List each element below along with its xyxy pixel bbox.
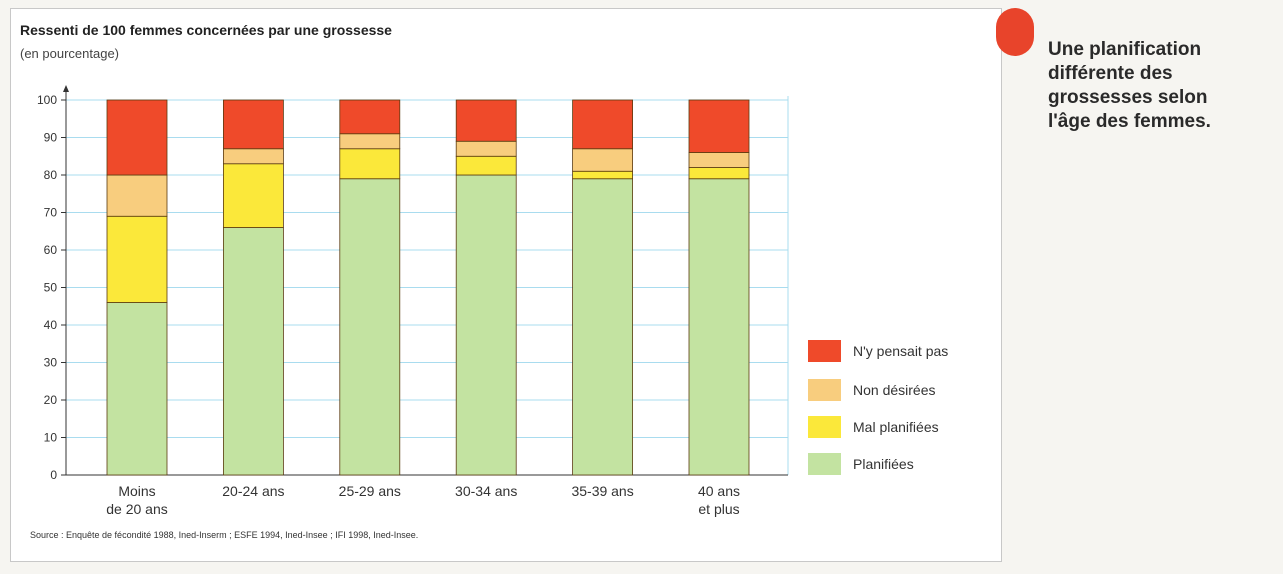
chart-title: Ressenti de 100 femmes concernées par un…: [20, 22, 392, 38]
bar-segment: [106, 174, 168, 217]
y-axis-arrow: [63, 85, 69, 92]
bar-segment: [106, 302, 168, 476]
x-category-label: Moins: [118, 483, 155, 499]
bar-segment: [455, 155, 517, 176]
y-tick-label: 70: [44, 206, 58, 220]
stacked-bar-chart: 0 10 20 30 40 50 60 70 80 90 100 Moins de 20 ans 20-2…: [37, 85, 948, 517]
bar-segment: [688, 152, 750, 168]
y-tick-label: 40: [44, 318, 58, 332]
y-tick-label: 30: [44, 356, 58, 370]
bar-segment: [339, 133, 401, 150]
legend-swatch: [808, 453, 841, 475]
caption-line: différente des: [1048, 63, 1173, 84]
bar-segment: [572, 178, 633, 476]
caption-line: l'âge des femmes.: [1048, 111, 1211, 132]
bar-segment: [455, 140, 517, 157]
caption-line: grossesses selon: [1048, 87, 1208, 108]
y-tick-label: 60: [44, 243, 58, 257]
bar-segment: [222, 148, 284, 165]
bar-segment: [339, 148, 401, 180]
bar-segment: [455, 174, 517, 476]
bar-segment: [572, 99, 633, 150]
legend-label: Mal planifiées: [853, 419, 939, 435]
legend-label: Non désirées: [853, 382, 936, 398]
y-tick-label: 0: [50, 468, 57, 482]
x-category-label: 40 ans: [698, 483, 740, 499]
bar-segment: [455, 99, 517, 142]
x-category-label: et plus: [698, 501, 739, 517]
x-category-label: de 20 ans: [106, 501, 168, 517]
bar-segment: [222, 99, 284, 150]
y-tick-label: 80: [44, 168, 58, 182]
figure-caption: Une planification différente des grosses…: [1048, 38, 1273, 134]
bar-segment: [688, 167, 750, 180]
x-category-label: 30-34 ans: [455, 483, 517, 499]
y-tick-label: 100: [37, 93, 57, 107]
y-tick-label: 90: [44, 131, 58, 145]
chart-unit-label: (en pourcentage): [20, 46, 120, 61]
y-tick-label: 10: [44, 431, 58, 445]
x-category-label: 25-29 ans: [339, 483, 401, 499]
bar-segment: [222, 163, 284, 228]
x-category-label: 35-39 ans: [571, 483, 633, 499]
legend-label: Planifiées: [853, 456, 914, 472]
y-tick-label: 50: [44, 281, 58, 295]
bar-segment: [688, 178, 750, 476]
source-note: Source : Enquête de fécondité 1988, Ined…: [30, 530, 419, 540]
bar-segment: [688, 99, 750, 153]
legend-swatch: [808, 340, 841, 362]
legend-swatch: [808, 379, 841, 401]
legend-label: N'y pensait pas: [853, 343, 948, 359]
caption-bullet: [996, 8, 1034, 56]
legend-swatch: [808, 416, 841, 438]
bar-segment: [222, 227, 284, 476]
bar-segment: [572, 170, 633, 180]
bar-segment: [339, 99, 401, 135]
caption-line: Une planification: [1048, 39, 1202, 60]
x-category-label: 20-24 ans: [222, 483, 284, 499]
bar-segment: [106, 215, 168, 303]
y-tick-label: 20: [44, 393, 58, 407]
bar-segment: [106, 99, 168, 176]
bar-segment: [572, 148, 633, 172]
bar-segment: [339, 178, 401, 476]
